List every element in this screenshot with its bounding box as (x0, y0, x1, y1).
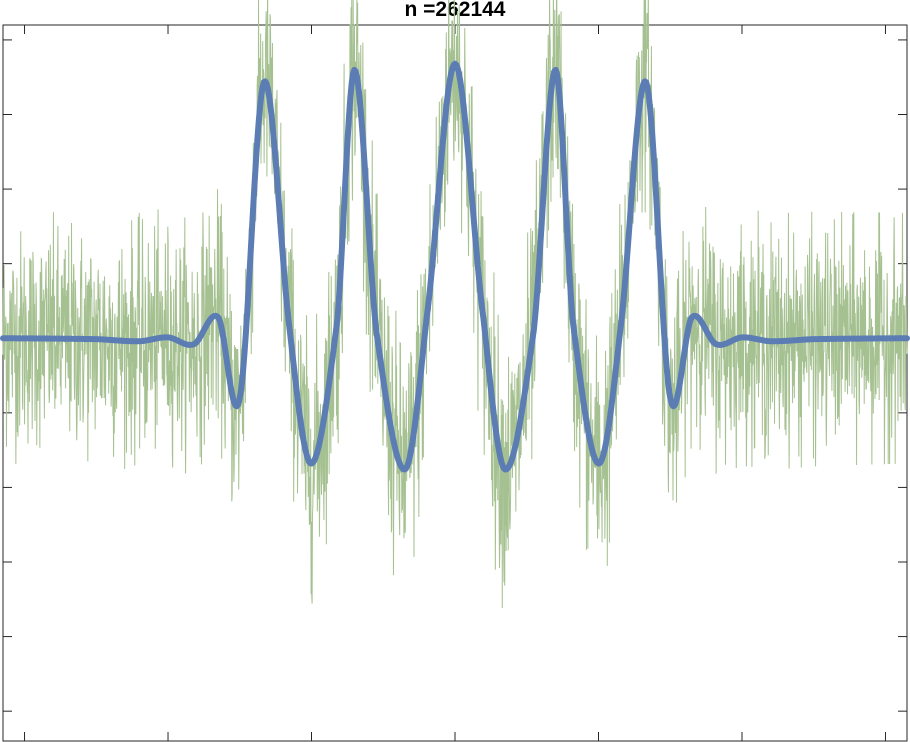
noisy-signal-series (2, 0, 908, 608)
fitted-curve-series (0, 60, 910, 473)
x-ticks (24, 25, 886, 741)
chart-title: n =262144 (404, 0, 506, 21)
